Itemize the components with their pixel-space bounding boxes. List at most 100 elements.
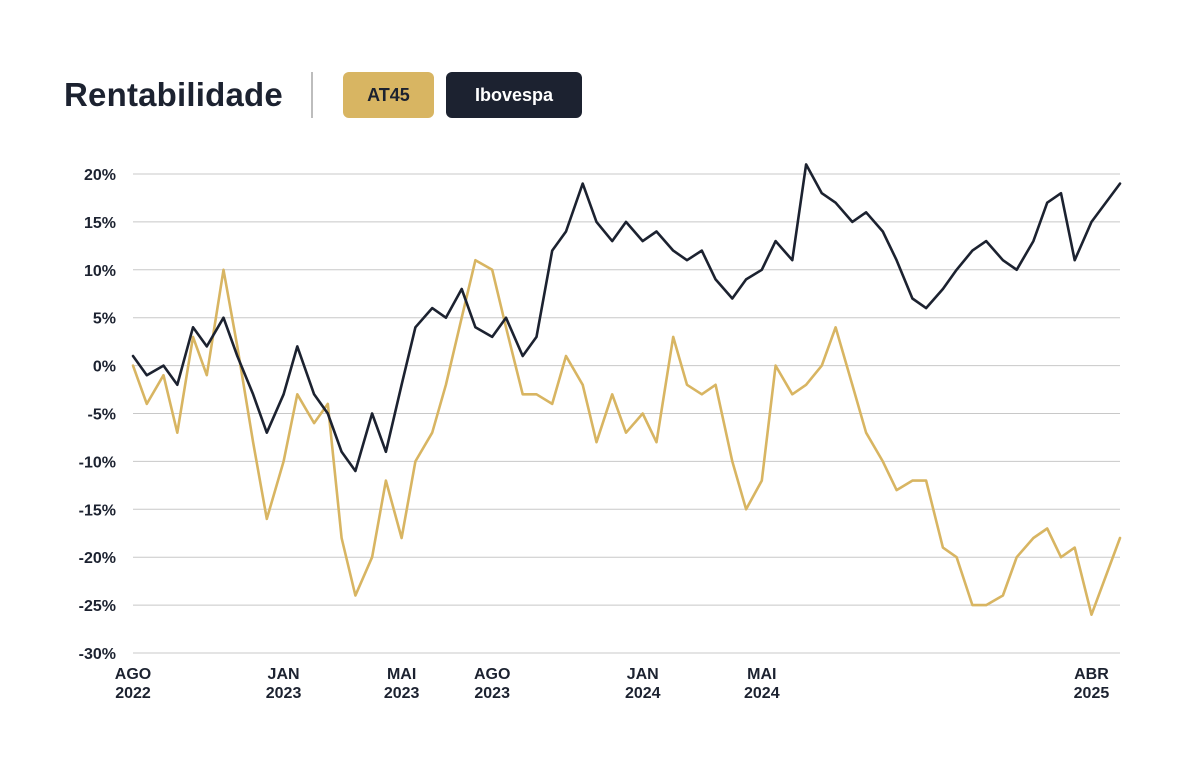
data-point-at45 [340, 537, 343, 539]
data-point-ibovespa [535, 336, 538, 338]
data-point-at45 [761, 479, 763, 482]
data-point-at45 [1015, 556, 1018, 558]
data-point-at45 [145, 403, 148, 405]
data-point-ibovespa [222, 316, 225, 319]
data-point-at45 [192, 336, 194, 338]
data-point-ibovespa [731, 297, 734, 300]
data-point-at45 [445, 383, 447, 386]
data-point-ibovespa [942, 288, 944, 290]
data-point-ibovespa [371, 412, 373, 415]
data-point-ibovespa [385, 451, 387, 453]
data-point-ibovespa [414, 326, 417, 329]
data-point-at45 [505, 326, 507, 329]
data-point-at45 [955, 556, 958, 558]
data-point-at45 [354, 594, 357, 597]
y-tick-label: 10% [84, 263, 116, 280]
x-tick-label: AGO 2023 [474, 666, 510, 702]
data-point-ibovespa [851, 221, 854, 223]
data-point-ibovespa [611, 240, 614, 242]
data-point-ibovespa [340, 451, 343, 453]
data-point-ibovespa [882, 230, 884, 233]
y-tick-label: -10% [79, 454, 116, 471]
data-point-ibovespa [327, 412, 329, 415]
data-point-ibovespa [1032, 240, 1035, 242]
data-point-at45 [491, 269, 493, 271]
at45-toggle-button[interactable]: AT45 [342, 72, 434, 118]
y-tick-label: 15% [84, 215, 116, 232]
y-tick-label: 5% [93, 311, 116, 328]
data-point-at45 [206, 374, 208, 376]
data-point-ibovespa [955, 269, 958, 271]
data-point-at45 [266, 518, 268, 520]
data-point-ibovespa [641, 240, 644, 242]
data-point-ibovespa [400, 383, 403, 386]
data-point-ibovespa [313, 393, 315, 396]
data-point-ibovespa [145, 374, 148, 376]
data-point-ibovespa [296, 345, 299, 348]
y-tick-label: -20% [79, 550, 116, 567]
data-point-at45 [1073, 546, 1076, 549]
data-point-ibovespa [460, 288, 463, 290]
data-point-at45 [865, 431, 867, 434]
data-point-at45 [1046, 527, 1048, 530]
data-point-ibovespa [895, 259, 898, 262]
data-point-at45 [791, 393, 794, 396]
data-point-at45 [882, 460, 884, 463]
data-point-at45 [236, 345, 239, 348]
data-point-at45 [942, 546, 944, 549]
data-point-at45 [222, 269, 225, 271]
data-point-at45 [431, 431, 433, 434]
data-point-ibovespa [865, 211, 867, 214]
data-point-ibovespa [505, 316, 507, 319]
data-point-at45 [400, 537, 403, 539]
data-point-at45 [162, 374, 165, 376]
data-point-at45 [551, 403, 554, 405]
data-point-at45 [834, 326, 837, 329]
data-point-at45 [805, 383, 807, 386]
y-tick-label: -30% [79, 646, 116, 663]
data-point-ibovespa [805, 163, 807, 166]
data-point-ibovespa [700, 249, 703, 252]
data-point-at45 [641, 412, 644, 415]
data-point-at45 [176, 431, 179, 434]
data-point-ibovespa [445, 316, 447, 319]
data-point-at45 [132, 364, 134, 367]
data-point-at45 [1002, 594, 1004, 597]
data-point-at45 [460, 316, 463, 319]
data-point-ibovespa [655, 230, 658, 233]
x-axis-tick-labels: AGO 2022 JAN 2023 MAI 2023 AGO 2023 JAN 2024 MAI 20… [115, 666, 1110, 702]
data-point-at45 [296, 393, 299, 396]
x-tick-label: AGO 2022 [115, 666, 151, 702]
y-tick-label: 0% [93, 359, 116, 376]
data-point-at45 [774, 364, 777, 367]
data-point-ibovespa [971, 249, 974, 252]
data-point-ibovespa [132, 355, 134, 357]
data-point-ibovespa [791, 259, 794, 262]
y-tick-label: -25% [79, 598, 116, 615]
data-point-ibovespa [1119, 182, 1121, 185]
data-point-ibovespa [176, 383, 179, 386]
data-point-at45 [672, 336, 675, 338]
data-point-at45 [385, 479, 387, 482]
data-point-ibovespa [821, 192, 823, 194]
data-point-at45 [925, 479, 927, 482]
x-tick-label: JAN 2024 [625, 666, 661, 702]
data-point-at45 [700, 393, 703, 396]
data-point-at45 [313, 422, 315, 424]
y-tick-label: -15% [79, 502, 116, 519]
x-tick-label: MAI 2024 [744, 666, 780, 702]
page-title: Rentabilidade [64, 76, 283, 113]
data-point-at45 [474, 259, 477, 262]
data-point-ibovespa [521, 355, 524, 357]
series-lines [131, 163, 1122, 617]
data-point-ibovespa [236, 355, 239, 357]
header-divider [310, 72, 313, 118]
data-point-ibovespa [474, 326, 477, 329]
data-point-ibovespa [1046, 201, 1048, 204]
data-point-ibovespa [581, 182, 584, 185]
data-point-at45 [252, 441, 254, 444]
data-point-at45 [625, 431, 627, 434]
data-point-ibovespa [491, 336, 493, 338]
ibovespa-toggle-button[interactable]: Ibovespa [445, 72, 582, 118]
